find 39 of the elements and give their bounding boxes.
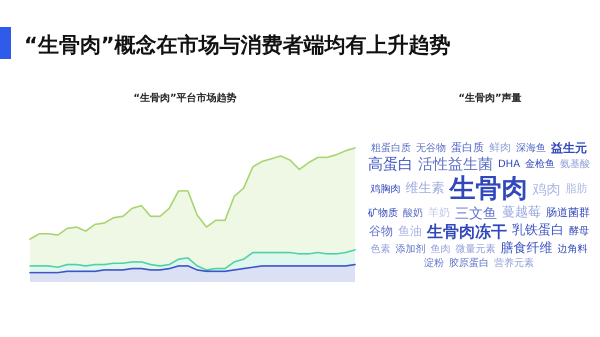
category-label: 营养元素 [494, 258, 534, 270]
category-label: 生骨肉冻干 [427, 222, 507, 241]
category-label: 胶原蛋白 [449, 258, 489, 270]
category-label: 膳食纤维 [500, 240, 552, 257]
category-label: 微量元素 [456, 244, 496, 256]
text: “生骨肉”声量 [458, 92, 522, 104]
category-label: 边角料 [558, 244, 588, 256]
category-label: 蔓越莓 [502, 205, 541, 222]
category-label: 高蛋白 [368, 155, 413, 174]
category-label: 深海鱼 [516, 142, 546, 154]
category-label: 鸡肉 [532, 182, 560, 198]
category-label: 生骨肉 [450, 174, 528, 204]
category-label: 三文鱼 [455, 206, 497, 222]
category-label: 氨基酸 [560, 159, 590, 171]
category-label: 粗蛋白质 [371, 142, 411, 154]
category-label: 鲜肉 [489, 141, 511, 155]
category-label: 鸡胸肉 [370, 184, 400, 196]
category-label: 羊奶 [428, 206, 450, 220]
category-label: 金枪鱼 [525, 159, 556, 171]
category-label: DHA [498, 159, 520, 171]
category-label: 乳铁蛋白 [512, 223, 564, 240]
category-label: 酸奶 [403, 208, 423, 220]
category-label: 色素 [370, 244, 390, 256]
category-label: 谷物 [369, 224, 393, 239]
chart-subtitle: “生骨肉”平台市场趋势 [133, 92, 237, 104]
category-label: 益生元 [551, 140, 587, 156]
category-label: 淀粉 [424, 258, 444, 270]
category-label: 蛋白质 [451, 141, 484, 155]
category-label: 鱼油 [398, 224, 422, 239]
chart-title: “生骨肉”概念在市场与消费者端均有上升趋势 [24, 33, 451, 57]
category-label: 酵母 [569, 226, 589, 238]
category-label: 脂肪 [566, 182, 588, 196]
category-label: 维生素 [406, 181, 444, 198]
category-label: 矿物质 [368, 208, 398, 220]
category-label: 活性益生菌 [418, 155, 493, 174]
category-label: 肠道菌群 [546, 206, 590, 220]
category-label: 鱼肉 [430, 244, 450, 256]
category-label: 无谷物 [416, 142, 446, 154]
category-label: 添加剂 [396, 244, 426, 256]
